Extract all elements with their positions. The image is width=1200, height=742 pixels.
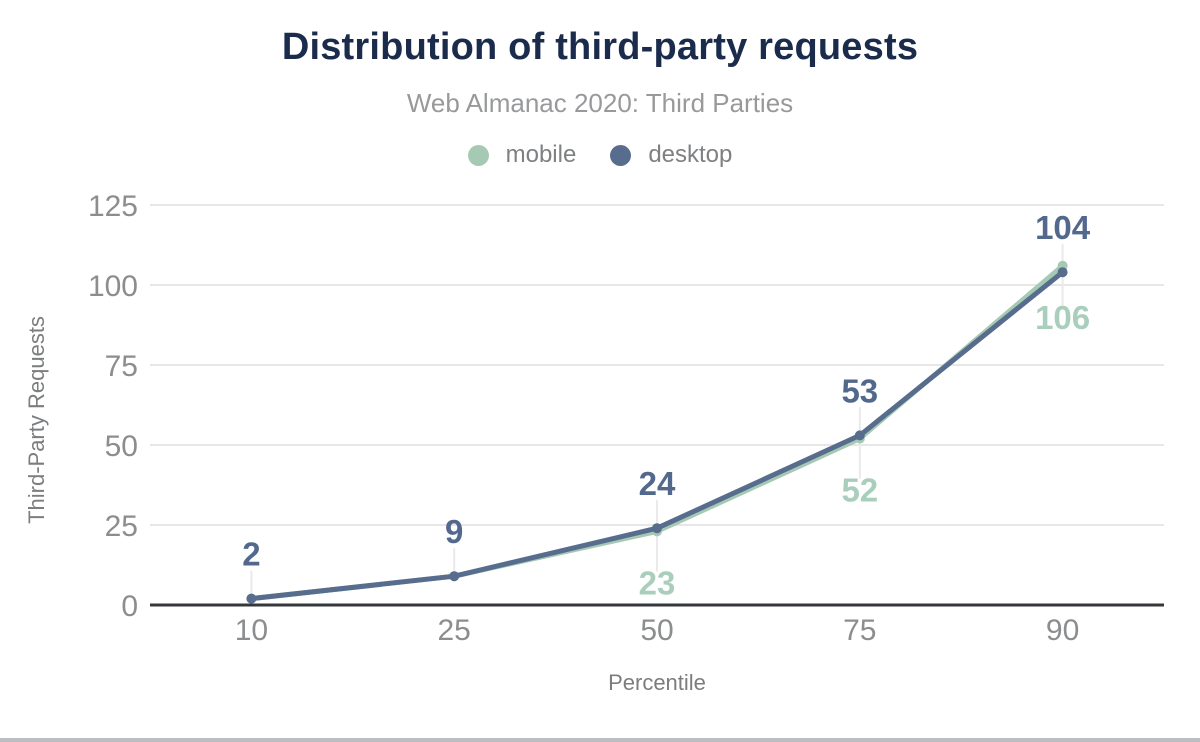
desktop-data-label: 53 <box>841 372 878 409</box>
mobile-data-label: 106 <box>1035 299 1090 336</box>
desktop-data-label: 24 <box>639 465 676 502</box>
desktop-data-point <box>652 523 662 534</box>
desktop-data-point <box>246 593 257 604</box>
desktop-data-point <box>449 571 460 582</box>
x-axis-title: Percentile <box>608 670 706 695</box>
mobile-series-swatch-icon <box>467 144 489 166</box>
legend-item-desktop: desktop <box>610 141 732 169</box>
x-axis-tick-label: 10 <box>235 614 268 647</box>
x-axis-tick-label: 50 <box>640 614 673 647</box>
legend-item-mobile: mobile <box>467 141 577 169</box>
desktop-data-point <box>854 430 865 441</box>
x-axis-tick-label: 75 <box>843 614 876 647</box>
legend-label-desktop: desktop <box>648 141 733 168</box>
legend: mobile desktop <box>0 141 1200 169</box>
y-axis-title: Third-Party Requests <box>24 316 49 524</box>
figure-bottom-border <box>0 738 1200 742</box>
chart-subtitle: Web Almanac 2020: Third Parties <box>406 88 794 118</box>
chart-title: Distribution of third-party requests <box>281 26 919 68</box>
desktop-series-swatch-icon <box>610 144 632 166</box>
line-chart: 0 25 50 75 100 125 23 52 106 2 9 24 53 104 10 25 50 75 90 P… <box>24 190 1164 695</box>
desktop-data-label: 104 <box>1035 209 1091 246</box>
x-axis-tick-label: 25 <box>438 614 471 647</box>
y-axis-tick-label: 25 <box>105 510 138 543</box>
desktop-data-label: 9 <box>445 513 463 550</box>
legend-label-mobile: mobile <box>505 141 577 168</box>
y-axis-tick-label: 0 <box>121 590 138 623</box>
y-axis-tick-label: 100 <box>88 270 138 303</box>
y-axis-tick-label: 50 <box>105 430 138 463</box>
y-axis-tick-label: 125 <box>88 190 138 223</box>
mobile-data-label: 23 <box>639 564 676 601</box>
desktop-data-point <box>1057 267 1068 278</box>
y-axis-tick-label: 75 <box>105 350 138 383</box>
x-axis-tick-label: 90 <box>1046 614 1079 647</box>
mobile-data-label: 52 <box>841 472 878 509</box>
desktop-data-label: 2 <box>242 536 260 573</box>
